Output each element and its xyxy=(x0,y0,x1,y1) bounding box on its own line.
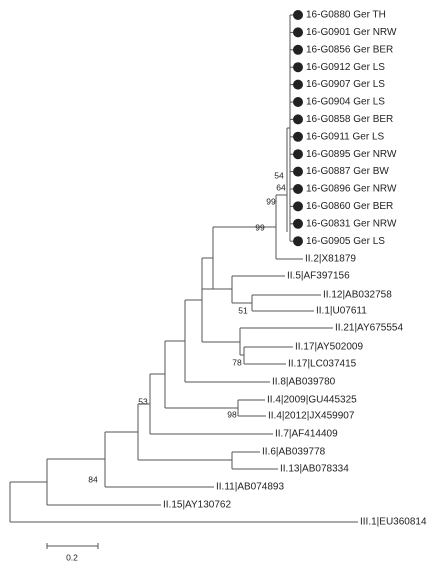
leaf-dot xyxy=(293,201,303,212)
leaf-label: II.1|U07611 xyxy=(316,306,367,317)
leaf-label: 16-G0887 Ger BW xyxy=(306,166,389,177)
leaf-label: II.15|AY130762 xyxy=(163,500,231,511)
bootstrap-value: 53 xyxy=(138,396,148,406)
leaf-label: 16-G0912 Ger LS xyxy=(306,62,385,73)
leaf-dot xyxy=(293,184,303,194)
leaf-dot xyxy=(293,79,303,90)
bootstrap-value: 99 xyxy=(255,222,265,232)
leaf-label: II.11|AB074893 xyxy=(216,482,284,493)
leaf-label: II.4|2009|GU445325 xyxy=(267,395,357,406)
leaf-label: II.17|AY502009 xyxy=(295,342,363,353)
leaf-dot xyxy=(293,149,303,160)
leaf-label: 16-G0856 Ger BER xyxy=(306,44,393,55)
leaf-label: 16-G0895 Ger NRW xyxy=(306,149,397,160)
leaf-dot xyxy=(293,218,303,229)
leaf-dot xyxy=(293,97,303,107)
leaf-dot xyxy=(293,62,303,73)
leaf-label: II.6|AB039778 xyxy=(262,447,326,458)
leaf-label: 16-G0911 Ger LS xyxy=(306,131,385,142)
leaf-dot xyxy=(293,131,303,142)
leaf-dot xyxy=(293,10,303,20)
leaf-label: II.12|AB032758 xyxy=(323,290,392,301)
leaf-dot xyxy=(293,236,303,247)
leaf-label: II.5|AF397156 xyxy=(287,271,350,282)
leaf-label: II.8|AB039780 xyxy=(272,377,336,388)
leaf-label: 16-G0858 Ger BER xyxy=(306,114,393,125)
leaf-label: 16-G0901 Ger NRW xyxy=(306,27,397,38)
bootstrap-value: 84 xyxy=(88,474,98,484)
leaf-label: II.13|AB078334 xyxy=(280,464,349,475)
leaf-label: 16-G0880 Ger TH xyxy=(306,10,386,21)
bootstrap-value: 54 xyxy=(274,170,284,180)
bootstrap-value: 98 xyxy=(227,409,237,419)
leaf-label: 16-G0907 Ger LS xyxy=(306,79,385,90)
bootstrap-value: 51 xyxy=(238,305,248,315)
tree-branches xyxy=(9,15,358,523)
scale-bar xyxy=(46,543,99,549)
leaf-label: 16-G0905 Ger LS xyxy=(306,236,385,247)
leaf-label: II.17|LC037415 xyxy=(288,359,357,370)
leaf-dot xyxy=(293,44,303,55)
leaf-label: 16-G0860 Ger BER xyxy=(306,201,393,212)
leaf-dot xyxy=(293,166,303,177)
leaf-label: III.1|EU360814 xyxy=(360,517,427,528)
leaf-dot xyxy=(293,114,303,125)
leaf-label: II.4|2012|JX459907 xyxy=(268,411,355,422)
leaf-label: 16-G0904 Ger LS xyxy=(306,97,385,108)
leaf-label: 16-G0896 Ger NRW xyxy=(306,184,397,195)
leaf-label: 16-G0831 Ger NRW xyxy=(306,218,397,229)
leaf-dot xyxy=(293,27,303,38)
bootstrap-value: 78 xyxy=(232,357,242,367)
bootstrap-value: 99 xyxy=(266,196,276,206)
leaf-label: II.2|X81879 xyxy=(305,254,356,265)
leaf-label: II.7|AF414409 xyxy=(275,429,338,440)
leaf-label: II.21|AY675554 xyxy=(335,323,403,334)
bootstrap-value: 64 xyxy=(276,182,286,192)
scale-label: 0.2 xyxy=(66,552,78,562)
